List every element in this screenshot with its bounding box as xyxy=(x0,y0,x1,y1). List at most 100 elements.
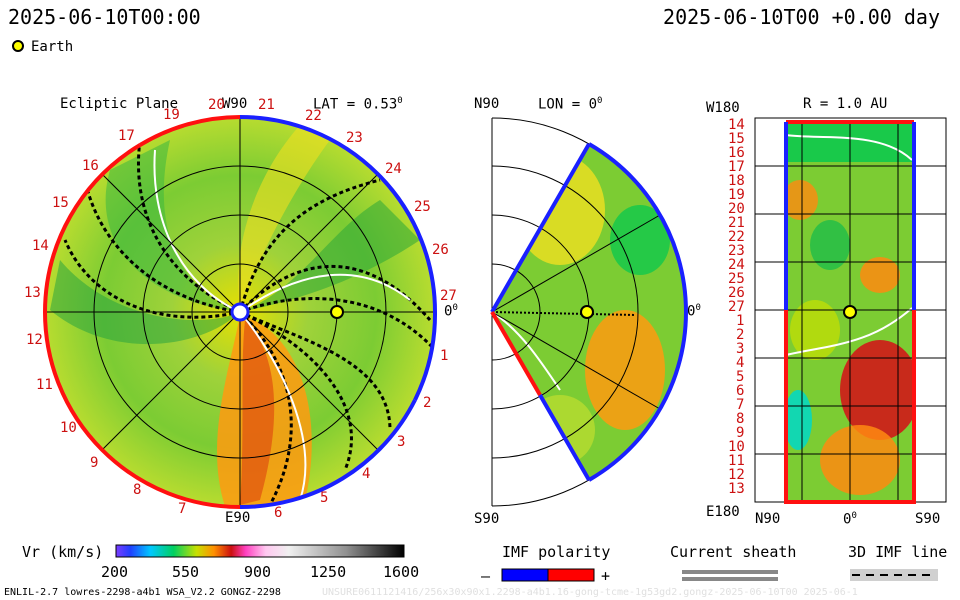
meridional-edge-south-negative xyxy=(538,394,591,481)
meridional-lon-label: LON = 00 xyxy=(538,96,603,113)
colorbar-label: Vr (km/s) xyxy=(22,543,104,561)
map-row-number: 2 xyxy=(736,327,745,343)
carrington-number: 15 xyxy=(52,195,69,211)
colorbar-tick: 550 xyxy=(172,563,200,581)
imf-polarity-negative-swatch xyxy=(501,568,549,582)
meridional-bottom-label: S90 xyxy=(474,511,500,527)
carrington-number: 11 xyxy=(36,377,53,393)
map-row-number: 21 xyxy=(728,215,745,231)
colorbar-tick: 1600 xyxy=(383,563,420,581)
map-row-number: 26 xyxy=(728,285,745,301)
current-sheath-lines xyxy=(153,149,411,501)
map-row-number: 1 xyxy=(736,313,745,329)
meridional-current-sheath xyxy=(492,311,561,391)
map-row-number: 14 xyxy=(728,117,745,133)
map-green-region xyxy=(810,220,850,270)
fast-wind-core xyxy=(240,320,275,505)
carrington-number: 17 xyxy=(118,128,135,144)
map-row-number: 17 xyxy=(728,159,745,175)
carrington-number: 16 xyxy=(82,158,99,174)
colorbar-tick: 200 xyxy=(101,563,129,581)
carrington-number: 3 xyxy=(397,434,406,450)
map-red-region xyxy=(840,340,914,440)
ecliptic-boundary-negative-2 xyxy=(239,399,417,510)
carrington-number: 7 xyxy=(178,501,187,517)
map-row-number: 6 xyxy=(736,383,745,399)
earth-marker-meridional xyxy=(580,305,594,319)
map-row-number: 9 xyxy=(736,425,745,441)
ecliptic-boundary-positive xyxy=(42,143,241,509)
ecliptic-boundary-positive-2 xyxy=(138,115,241,147)
carrington-number: 22 xyxy=(305,108,322,124)
meridional-edge-south-positive xyxy=(490,310,542,397)
map-row-number: 19 xyxy=(728,187,745,203)
current-sheath-label: Current sheath xyxy=(670,543,797,561)
ecliptic-boundary-negative xyxy=(239,115,438,401)
carrington-number: 27 xyxy=(440,288,457,304)
carrington-number: 9 xyxy=(90,455,99,471)
meridional-fast-region xyxy=(585,310,665,430)
earth-marker-map xyxy=(843,305,857,319)
map-row-number: 18 xyxy=(728,173,745,189)
map-bottom-label-zero: 00 xyxy=(843,511,857,528)
map-yellow-region xyxy=(790,300,840,360)
carrington-number: 25 xyxy=(414,199,431,215)
imf-line-label: 3D IMF line xyxy=(848,543,948,561)
map-row-number: 10 xyxy=(728,439,745,455)
carrington-number: 14 xyxy=(32,238,49,254)
current-sheath-swatch-2 xyxy=(682,577,778,581)
map-row-number: 13 xyxy=(728,481,745,497)
imf-polarity-label: IMF polarity xyxy=(502,543,611,561)
datetime-left: 2025-06-10T00:00 xyxy=(8,5,201,29)
ecliptic-bottom-label: E90 xyxy=(225,510,251,526)
map-row-number: 4 xyxy=(736,355,745,371)
map-row-number: 27 xyxy=(728,299,745,315)
map-row-number: 22 xyxy=(728,229,745,245)
map-row-number: 23 xyxy=(728,243,745,259)
carrington-number: 20 xyxy=(208,97,225,113)
colorbar-tick: 900 xyxy=(244,563,272,581)
ecliptic-top-label: W90 xyxy=(222,96,248,112)
meridional-outer-arc xyxy=(587,142,688,482)
map-row-number: 3 xyxy=(736,341,745,357)
earth-legend-marker xyxy=(12,40,24,52)
imf-polarity-minus: – xyxy=(481,567,491,585)
carrington-number: 24 xyxy=(385,161,402,177)
map-top-left-label: W180 xyxy=(706,100,740,116)
carrington-number: 13 xyxy=(24,285,41,301)
imf-polarity-positive-swatch xyxy=(547,568,595,582)
earth-marker-ecliptic xyxy=(330,305,344,319)
carrington-number: 8 xyxy=(133,482,142,498)
map-row-number: 11 xyxy=(728,453,745,469)
slow-wind-arm-3 xyxy=(50,260,240,345)
ecliptic-lat-label: LAT = 0.530 xyxy=(313,96,403,113)
map-bottom-left-label: E180 xyxy=(706,504,740,520)
map-cyan-region xyxy=(786,390,812,450)
vr-colorbar xyxy=(115,544,405,558)
map-row-number: 7 xyxy=(736,397,745,413)
imf-polarity-plus: + xyxy=(601,567,611,585)
map-row-number: 24 xyxy=(728,257,745,273)
colorbar-tick: 1250 xyxy=(310,563,347,581)
carrington-number: 19 xyxy=(163,107,180,123)
map-row-number: 12 xyxy=(728,467,745,483)
map-bottom-label-s90: S90 xyxy=(915,511,941,527)
map-orange-region xyxy=(820,425,900,495)
carrington-number: 21 xyxy=(258,97,275,113)
map-row-number: 5 xyxy=(736,369,745,385)
carrington-number: 12 xyxy=(26,332,43,348)
map-orange-spot-2 xyxy=(860,257,900,293)
carrington-number: 23 xyxy=(346,130,363,146)
datetime-right: 2025-06-10T00 +0.00 day xyxy=(663,5,940,29)
earth-legend-label: Earth xyxy=(31,39,74,55)
run-info: UNSURE0611121416/256x30x90x1.2298-a4b1.1… xyxy=(322,587,858,598)
map-row-number: 8 xyxy=(736,411,745,427)
meridional-green-region xyxy=(610,205,670,275)
carrington-number: 1 xyxy=(440,348,449,364)
map-title: R = 1.0 AU xyxy=(803,96,888,112)
carrington-number: 26 xyxy=(432,242,449,258)
meridional-panel xyxy=(490,117,688,507)
model-info: ENLIL-2.7 lowres-2298-a4b1 WSA_V2.2 GONG… xyxy=(4,587,281,598)
meridional-right-label: 00 xyxy=(687,303,701,320)
